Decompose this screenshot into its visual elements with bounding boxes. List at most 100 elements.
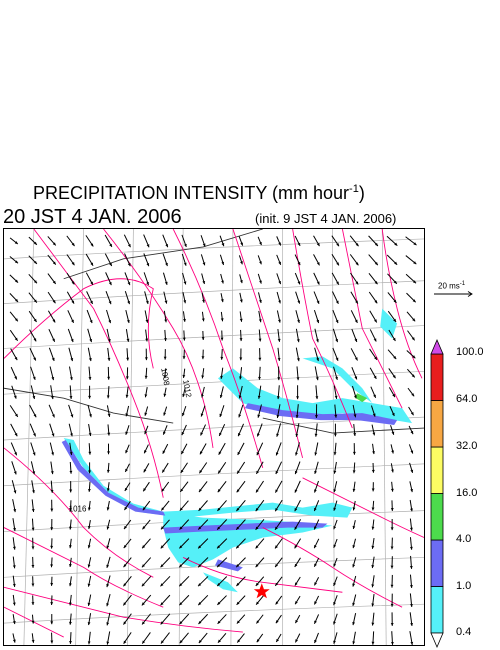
wind-arrow xyxy=(106,309,112,324)
wind-arrow xyxy=(313,595,320,605)
wind-arrow xyxy=(201,292,205,303)
wind-arrow xyxy=(387,310,397,323)
wind-arrow xyxy=(235,519,246,530)
wind-arrow xyxy=(238,255,243,265)
wind-arrow xyxy=(87,328,93,343)
wind-arrow xyxy=(217,480,227,493)
wind-arrow xyxy=(29,423,37,437)
wind-arrow xyxy=(217,595,227,606)
wind-arrow xyxy=(179,538,190,549)
wind-arrow xyxy=(255,576,265,587)
wind-arrow xyxy=(236,576,246,587)
wind-arrow xyxy=(220,293,224,303)
wind-arrow xyxy=(331,272,340,285)
wind-arrow xyxy=(163,368,167,379)
wind-arrow xyxy=(104,253,113,267)
wind-arrow xyxy=(125,329,130,342)
wind-arrow xyxy=(405,255,417,265)
wind-arrow xyxy=(124,482,131,492)
wind-arrow xyxy=(239,329,243,342)
wind-arrow xyxy=(371,593,375,607)
star-icon xyxy=(253,583,270,599)
wind-arrow xyxy=(372,443,375,455)
wind-arrow xyxy=(68,576,72,587)
wind-arrow xyxy=(220,367,224,379)
wind-arrow xyxy=(106,405,111,417)
wind-arrow xyxy=(371,462,375,473)
wind-arrow xyxy=(349,235,359,247)
wind-arrow xyxy=(386,254,398,266)
wind-arrow xyxy=(124,272,131,286)
wind-arrow xyxy=(390,481,394,492)
wind-arrow xyxy=(87,557,92,568)
wind-arrow xyxy=(10,348,18,361)
wind-arrow xyxy=(161,481,170,492)
wind-arrow xyxy=(30,442,36,456)
wind-arrow xyxy=(390,537,394,550)
wind-arrow xyxy=(217,614,227,625)
wind-arrow xyxy=(274,499,283,512)
wind-arrow xyxy=(256,633,264,643)
colorbar-tick-label: 4.0 xyxy=(456,533,472,545)
wind-arrow xyxy=(371,482,375,492)
wind-arrow xyxy=(350,348,358,361)
wind-arrow xyxy=(106,462,110,473)
wind-arrow xyxy=(69,385,73,400)
wind-arrow xyxy=(390,425,395,435)
wind-arrow xyxy=(275,442,282,456)
wind-arrow xyxy=(352,631,356,645)
wind-arrow xyxy=(239,274,243,284)
wind-arrow xyxy=(50,385,54,400)
wind-arrow xyxy=(50,538,54,549)
wind-arrow xyxy=(387,273,398,285)
wind-arrow xyxy=(66,291,75,304)
wind-arrow xyxy=(30,461,36,475)
wind-arrow xyxy=(295,310,300,324)
wind-arrow xyxy=(257,255,262,265)
wind-arrow xyxy=(255,480,264,493)
wind-arrow xyxy=(274,519,283,531)
wind-arrow xyxy=(236,499,246,512)
wind-arrow xyxy=(179,500,189,511)
wind-arrow xyxy=(255,538,265,549)
wind-arrow xyxy=(313,272,320,285)
wind-arrow xyxy=(371,556,375,569)
wind-arrow xyxy=(274,480,283,493)
wind-arrow xyxy=(294,557,301,568)
wind-arrow xyxy=(124,253,131,267)
wind-arrow xyxy=(69,632,72,644)
wind-arrow xyxy=(295,423,300,437)
wind-arrow xyxy=(390,463,394,473)
wind-arrow xyxy=(163,387,167,397)
wind-arrow xyxy=(47,273,57,285)
wind-arrow xyxy=(294,254,301,266)
wind-arrow xyxy=(160,538,171,549)
wind-arrow xyxy=(216,538,228,549)
wind-arrow xyxy=(197,576,209,587)
wind-arrow xyxy=(349,254,359,266)
wind-arrow xyxy=(314,366,319,381)
wind-arrow xyxy=(105,272,112,286)
wind-arrow xyxy=(256,442,264,456)
wind-arrow xyxy=(179,613,190,625)
init-time: (init. 9 JST 4 JAN. 2006) xyxy=(255,211,397,226)
wind-arrow xyxy=(294,614,301,624)
wind-arrow xyxy=(257,404,262,418)
wind-arrow xyxy=(351,366,358,380)
wind-arrow xyxy=(182,349,186,360)
wind-arrow xyxy=(313,614,320,625)
wind-arrow xyxy=(295,442,300,456)
wind-arrow xyxy=(11,461,17,475)
wind-arrow xyxy=(9,237,19,245)
wind-arrow xyxy=(107,366,111,380)
wind-arrow xyxy=(333,423,337,437)
wind-arrow xyxy=(409,462,414,473)
wind-arrow xyxy=(200,405,206,417)
wind-vector-field xyxy=(9,234,417,645)
wind-arrow xyxy=(409,481,414,493)
wind-arrow xyxy=(12,518,16,532)
colorbar xyxy=(430,338,444,649)
wind-arrow xyxy=(294,519,302,531)
wind-arrow xyxy=(141,594,152,606)
wind-arrow xyxy=(295,347,300,362)
